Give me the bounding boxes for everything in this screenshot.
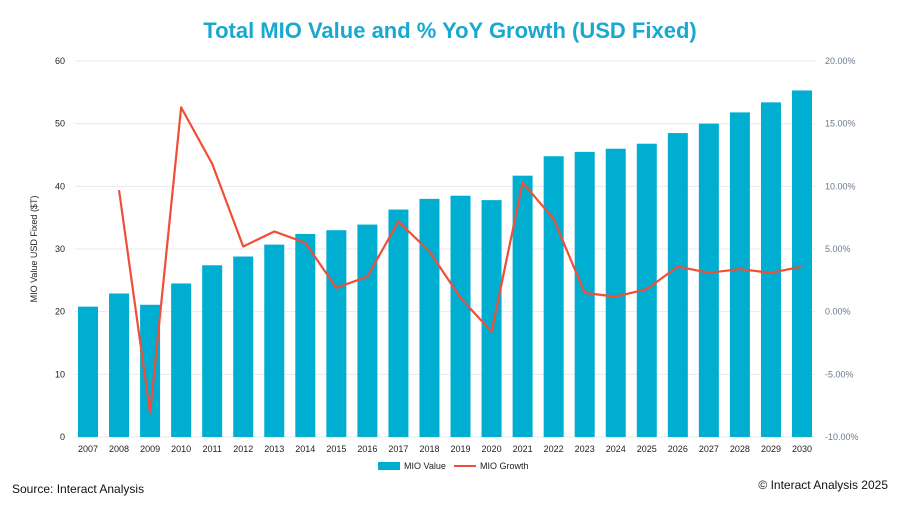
bar-2007	[78, 306, 98, 437]
x-tick-label: 2022	[544, 444, 564, 454]
x-tick-label: 2009	[140, 444, 160, 454]
bar-2012	[233, 256, 254, 437]
y-tick-label: 0	[60, 432, 65, 442]
y-tick-label: 50	[55, 119, 65, 129]
bar-2022	[543, 156, 564, 437]
x-tick-label: 2025	[637, 444, 657, 454]
y-tick-label: 20	[55, 307, 65, 317]
legend-swatch-mio-value	[378, 462, 400, 470]
legend-label-mio-growth: MIO Growth	[480, 461, 529, 471]
x-tick-label: 2019	[451, 444, 471, 454]
bar-2009	[140, 304, 161, 437]
x-tick-label: 2028	[730, 444, 750, 454]
x-tick-label: 2015	[326, 444, 346, 454]
bar-2017	[388, 209, 409, 437]
bar-2028	[729, 112, 750, 438]
bar-2013	[264, 244, 285, 437]
bar-2021	[512, 175, 533, 437]
x-tick-label: 2021	[513, 444, 533, 454]
bar-2025	[636, 143, 657, 437]
x-tick-label: 2023	[575, 444, 595, 454]
y2-tick-label: 15.00%	[825, 119, 856, 129]
x-tick-label: 2007	[78, 444, 98, 454]
bar-2029	[760, 102, 781, 438]
y-tick-label: 60	[55, 56, 65, 66]
bar-2014	[295, 233, 316, 437]
x-tick-label: 2013	[264, 444, 284, 454]
y-tick-label: 30	[55, 244, 65, 254]
bar-2026	[667, 133, 688, 438]
bar-2018	[419, 198, 440, 437]
y-axis-label: MIO Value USD Fixed ($T)	[29, 196, 39, 303]
x-tick-label: 2011	[202, 444, 221, 454]
copyright-note: © Interact Analysis 2025	[758, 478, 888, 492]
bar-2011	[202, 265, 223, 437]
x-tick-label: 2018	[419, 444, 439, 454]
y-tick-label: 10	[55, 369, 65, 379]
y2-tick-label: 10.00%	[825, 181, 856, 191]
x-tick-label: 2020	[482, 444, 502, 454]
y2-tick-label: -5.00%	[825, 369, 854, 379]
y-tick-label: 40	[55, 181, 65, 191]
bar-2023	[574, 151, 595, 437]
x-tick-label: 2026	[668, 444, 688, 454]
bar-2008	[109, 293, 130, 437]
y2-tick-label: 5.00%	[825, 244, 851, 254]
bar-2027	[698, 123, 719, 438]
bar-2024	[605, 148, 626, 437]
x-tick-label: 2027	[699, 444, 719, 454]
x-tick-label: 2012	[233, 444, 253, 454]
bar-2019	[450, 195, 471, 437]
chart-title: Total MIO Value and % YoY Growth (USD Fi…	[203, 18, 697, 43]
y2-tick-label: 0.00%	[825, 307, 851, 317]
bar-2015	[326, 230, 347, 437]
y2-tick-label: -10.00%	[825, 432, 859, 442]
x-tick-label: 2029	[761, 444, 781, 454]
bar-2016	[357, 224, 378, 437]
y2-tick-label: 20.00%	[825, 56, 856, 66]
x-tick-label: 2024	[606, 444, 626, 454]
bar-2010	[171, 283, 192, 437]
x-tick-label: 2008	[109, 444, 129, 454]
x-tick-label: 2030	[792, 444, 812, 454]
x-tick-label: 2010	[171, 444, 191, 454]
legend-label-mio-value: MIO Value	[404, 461, 446, 471]
x-tick-label: 2014	[295, 444, 315, 454]
source-note: Source: Interact Analysis	[12, 482, 145, 496]
bar-2020	[481, 200, 502, 437]
x-tick-label: 2016	[357, 444, 377, 454]
x-tick-label: 2017	[388, 444, 408, 454]
bar-2030	[792, 90, 812, 437]
